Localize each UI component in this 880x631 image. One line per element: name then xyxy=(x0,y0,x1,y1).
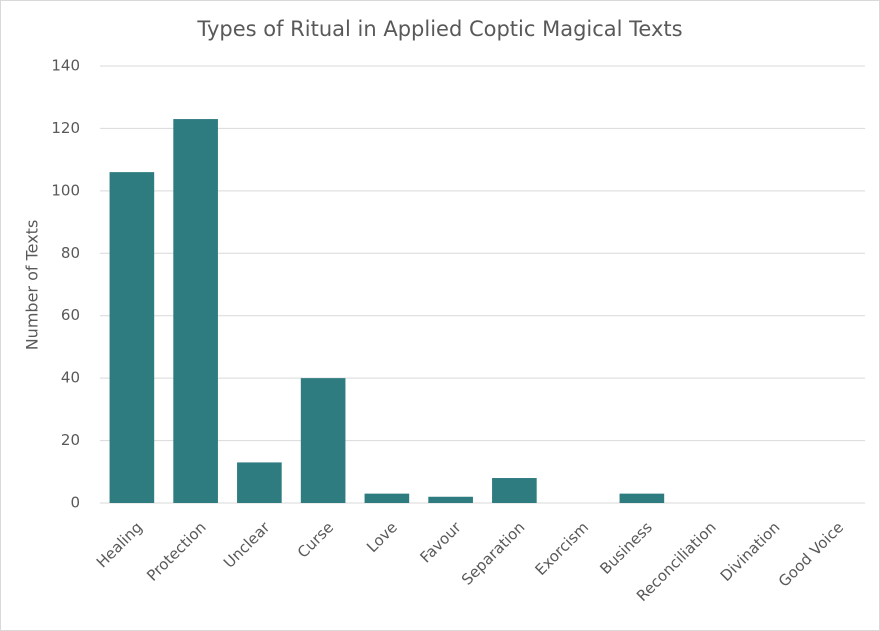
bar xyxy=(619,493,665,503)
bar xyxy=(428,496,473,503)
bar xyxy=(300,378,346,503)
y-tick-label: 20 xyxy=(61,431,80,449)
bar xyxy=(173,119,218,504)
bar xyxy=(492,478,537,503)
bar xyxy=(364,493,410,503)
y-tick-label: 80 xyxy=(61,244,80,262)
y-tick-label: 40 xyxy=(61,369,80,387)
chart-title: Types of Ritual in Applied Coptic Magica… xyxy=(196,17,682,41)
bar xyxy=(109,172,155,503)
y-tick-label: 120 xyxy=(51,119,80,137)
y-tick-label: 60 xyxy=(61,306,80,324)
bar xyxy=(237,462,282,503)
y-tick-label: 0 xyxy=(70,494,80,512)
y-axis-label: Number of Texts xyxy=(23,220,42,351)
y-tick-label: 140 xyxy=(51,57,80,75)
y-tick-label: 100 xyxy=(51,181,80,199)
